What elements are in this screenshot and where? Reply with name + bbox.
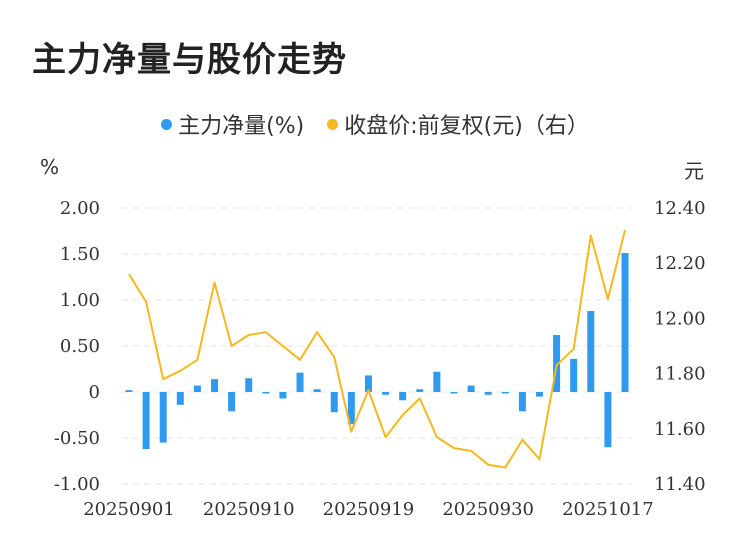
left-tick-label: 2.00 — [60, 198, 100, 219]
bar — [211, 379, 219, 392]
bar — [535, 392, 543, 397]
legend-label-bar: 主力净量(%) — [178, 114, 305, 139]
bar — [416, 389, 424, 392]
left-tick-label: 1.00 — [60, 290, 100, 311]
bar — [364, 375, 372, 392]
bar — [621, 253, 629, 392]
x-tick-label: 20250919 — [323, 499, 415, 520]
bar — [570, 358, 578, 392]
left-tick-label: 1.50 — [60, 244, 100, 265]
legend-dot-line-icon — [327, 118, 339, 130]
bar — [553, 334, 561, 392]
left-axis-unit: % — [40, 155, 60, 179]
bar — [604, 392, 612, 448]
legend-item-line[interactable]: 收盘价:前复权(元)（右） — [327, 108, 589, 140]
left-tick-label: 0.50 — [60, 336, 100, 357]
right-tick-label: 12.00 — [654, 308, 706, 329]
bar — [501, 392, 509, 394]
bar — [587, 311, 595, 392]
bar — [313, 389, 321, 392]
bar — [159, 392, 167, 443]
bar — [193, 385, 201, 392]
bar — [245, 378, 253, 392]
legend-label-line: 收盘价:前复权(元)（右） — [344, 114, 589, 139]
bar — [176, 392, 184, 405]
right-tick-label: 11.60 — [654, 419, 706, 440]
legend: 主力净量(%) 收盘价:前复权(元)（右） — [0, 108, 750, 140]
right-axis-unit: 元 — [684, 159, 704, 183]
bar — [347, 392, 355, 425]
legend-dot-bar-icon — [161, 118, 173, 130]
bar — [142, 392, 150, 450]
bar — [484, 392, 492, 395]
bar — [262, 392, 270, 394]
x-tick-label: 20251017 — [562, 499, 654, 520]
right-tick-label: 12.40 — [654, 198, 706, 219]
bar — [399, 392, 407, 401]
bar — [518, 392, 526, 412]
legend-item-bar[interactable]: 主力净量(%) — [161, 108, 304, 140]
bar — [433, 371, 441, 392]
bar — [467, 385, 475, 392]
bar — [450, 392, 458, 394]
bar — [228, 392, 236, 412]
x-tick-label: 20250910 — [203, 499, 295, 520]
x-tick-label: 20250901 — [83, 499, 175, 520]
chart-title: 主力净量与股价走势 — [32, 40, 347, 80]
bar — [330, 392, 338, 413]
bar — [279, 392, 287, 399]
left-tick-label: -0.50 — [54, 428, 100, 449]
x-tick-label: 20250930 — [442, 499, 534, 520]
right-tick-label: 12.20 — [654, 253, 706, 274]
left-tick-label: -1.00 — [54, 474, 100, 495]
bar — [125, 390, 133, 392]
left-tick-label: 0 — [89, 382, 100, 403]
right-tick-label: 11.40 — [654, 474, 706, 495]
bar — [382, 392, 390, 395]
bar — [296, 372, 304, 392]
price-line — [128, 229, 626, 469]
right-tick-label: 11.80 — [654, 364, 706, 385]
